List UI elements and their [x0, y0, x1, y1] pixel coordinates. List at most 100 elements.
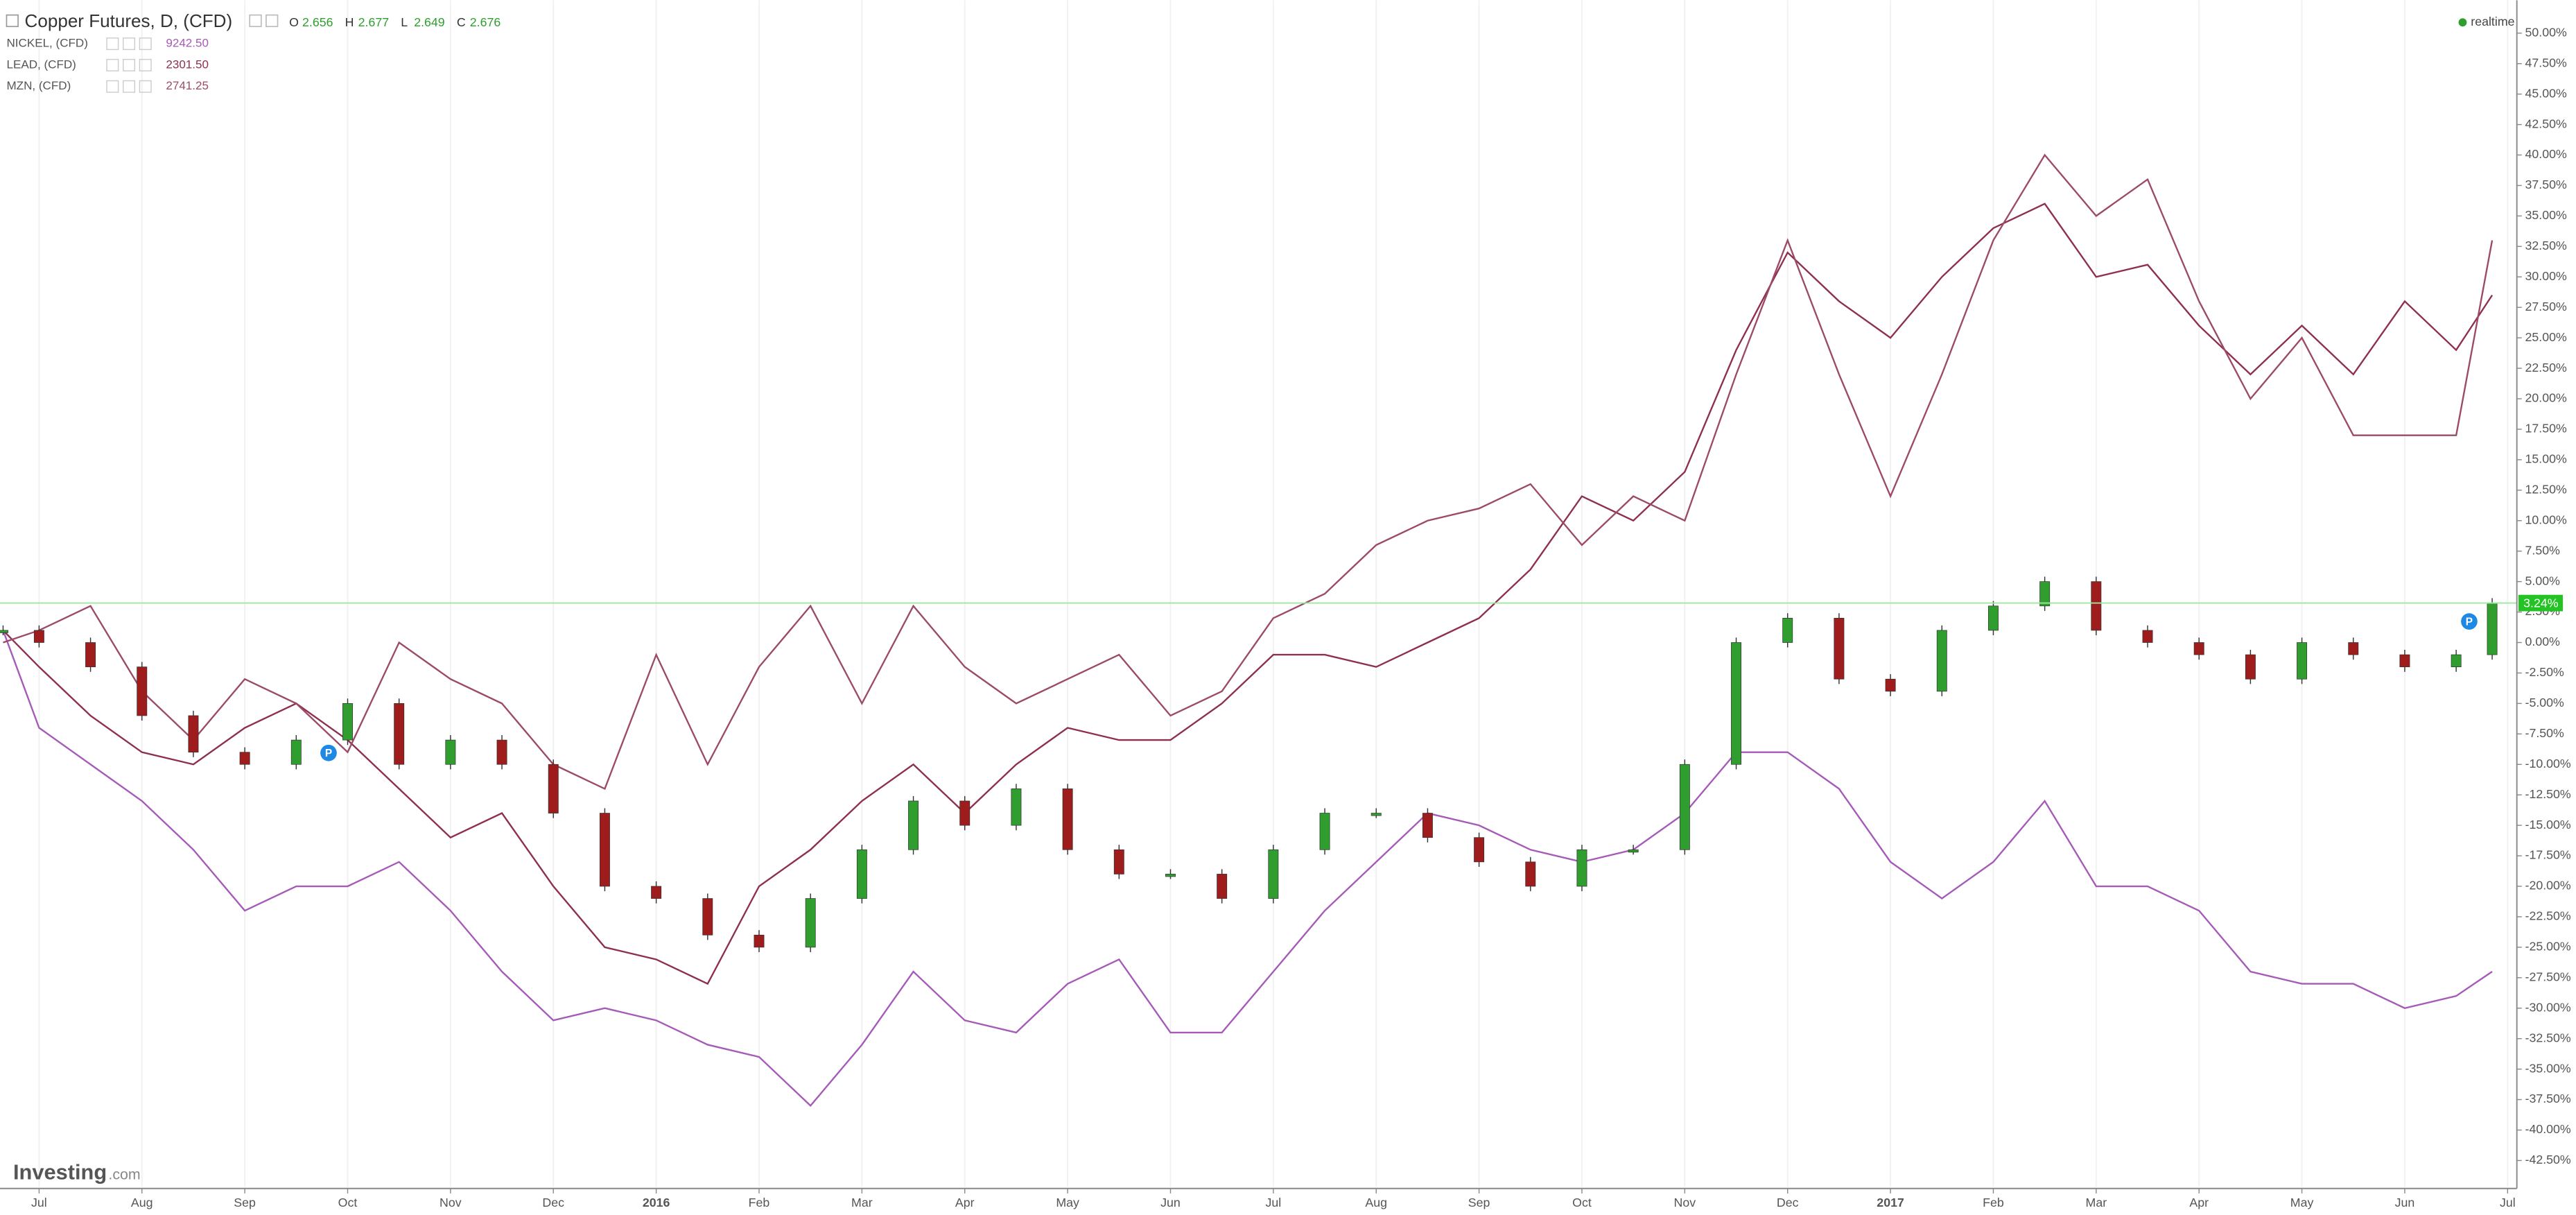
y-tick-label: 45.00%: [2525, 86, 2567, 100]
status: realtime: [2471, 15, 2514, 28]
candle: [1782, 618, 1793, 643]
ohlc-label: H: [345, 15, 354, 29]
close-icon[interactable]: [266, 14, 279, 28]
candle: [1834, 618, 1845, 680]
ohlc-value: 2.649: [414, 15, 445, 29]
x-tick-label: Jul: [31, 1196, 47, 1209]
x-tick-label: Sep: [234, 1196, 256, 1209]
y-tick-label: -10.00%: [2525, 757, 2571, 770]
y-tick-label: 40.00%: [2525, 147, 2567, 161]
candle: [33, 630, 44, 643]
candle: [1011, 789, 1022, 826]
ohlc-value: 2.656: [302, 15, 333, 29]
legend-icon: [123, 80, 136, 93]
last-price-label: 3.24%: [2523, 596, 2559, 610]
y-tick-label: -27.50%: [2525, 970, 2571, 983]
y-tick-label: -17.50%: [2525, 848, 2571, 862]
candle: [1217, 874, 1228, 899]
x-tick-label: Apr: [2189, 1196, 2209, 1209]
event-marker-label: P: [2466, 616, 2473, 628]
ohlc-value: 2.677: [358, 15, 389, 29]
candle: [394, 703, 405, 765]
candle: [1422, 813, 1433, 838]
candle: [342, 703, 353, 741]
last-price-box: [2518, 594, 2564, 612]
y-tick-label: 7.50%: [2525, 543, 2561, 557]
y-tick-label: -7.50%: [2525, 726, 2564, 740]
candle: [2451, 654, 2462, 668]
candle: [1679, 764, 1690, 850]
legend-icon: [123, 37, 136, 51]
y-tick-label: -25.00%: [2525, 940, 2571, 954]
line: [3, 153, 2494, 791]
candle: [2193, 642, 2204, 655]
y-tick-label: -2.50%: [2525, 665, 2564, 679]
y-tick-label: -5.00%: [2525, 696, 2564, 709]
legend-icon: [123, 58, 136, 71]
y-tick-label: 5.00%: [2525, 574, 2561, 587]
candle: [599, 813, 610, 887]
plot: [0, 153, 2517, 1108]
y-tick-label: 25.00%: [2525, 330, 2567, 344]
x-tick-label: Feb: [1983, 1196, 2004, 1209]
x-tick-label: Oct: [1572, 1196, 1592, 1209]
y-tick-label: 10.00%: [2525, 512, 2567, 526]
candle: [1474, 837, 1485, 863]
y-tick-label: 17.50%: [2525, 422, 2567, 436]
candle: [2399, 654, 2410, 668]
settings-icon[interactable]: [249, 14, 262, 28]
ohlc-label: O: [289, 15, 299, 29]
legend-icon: [139, 58, 152, 71]
y-tick-label: -37.50%: [2525, 1092, 2571, 1105]
y-tick-label: 50.00%: [2525, 25, 2567, 39]
x-tick-label: Jun: [2395, 1196, 2415, 1209]
chart-title: Copper Futures, D, (CFD): [25, 10, 233, 31]
x-tick-label: 2017: [1877, 1196, 1904, 1209]
ohlc-label: L: [401, 15, 408, 29]
x-tick-label: Aug: [1365, 1196, 1387, 1209]
line: [2, 203, 2494, 985]
y-tick-label: -42.50%: [2525, 1153, 2571, 1166]
candle: [1370, 813, 1382, 816]
candle: [290, 739, 302, 765]
legend-icon: [106, 58, 119, 71]
brand-suffix: .com: [108, 1166, 140, 1182]
y-tick-label: -40.00%: [2525, 1122, 2571, 1136]
event-marker[interactable]: [320, 744, 337, 761]
legend-value: 9242.50: [166, 37, 209, 50]
candle: [2348, 642, 2359, 655]
legend-label: MZN, (CFD): [6, 79, 71, 92]
y-tick-label: 20.00%: [2525, 391, 2567, 405]
y-tick-label: 32.50%: [2525, 239, 2567, 252]
x-tick-label: Feb: [749, 1196, 770, 1209]
legend-label: LEAD, (CFD): [6, 58, 76, 71]
candle: [2297, 642, 2308, 680]
x-tick-label: Apr: [955, 1196, 975, 1209]
legend-icon: [106, 37, 119, 51]
y-tick-label: -12.50%: [2525, 787, 2571, 801]
candle: [239, 752, 250, 765]
x-tick-label: Nov: [440, 1196, 462, 1209]
candle: [137, 666, 148, 716]
candle: [188, 715, 199, 753]
x-tick-label: 2016: [643, 1196, 670, 1209]
ohlc-value: 2.676: [470, 15, 501, 29]
candle: [1936, 630, 1947, 692]
candle: [702, 898, 713, 936]
y-tick-label: -35.00%: [2525, 1061, 2571, 1075]
collapse-icon[interactable]: [6, 14, 19, 28]
candle: [959, 800, 971, 826]
candle: [548, 764, 559, 813]
ohlc: O 2.656 H 2.677 L 2.649 C 2.676: [289, 15, 501, 29]
event-marker[interactable]: [2461, 613, 2478, 630]
brand: Investing: [13, 1160, 107, 1184]
candle: [651, 886, 662, 899]
legend: NICKEL, (CFD) 9242.50 LEAD, (CFD) 2301.50 MZ…: [6, 37, 209, 93]
y-tick-label: 12.50%: [2525, 483, 2567, 497]
ohlc-label: C: [457, 15, 466, 29]
grid: [38, 0, 2509, 1187]
candle: [1988, 605, 1999, 631]
candle: [496, 739, 507, 765]
